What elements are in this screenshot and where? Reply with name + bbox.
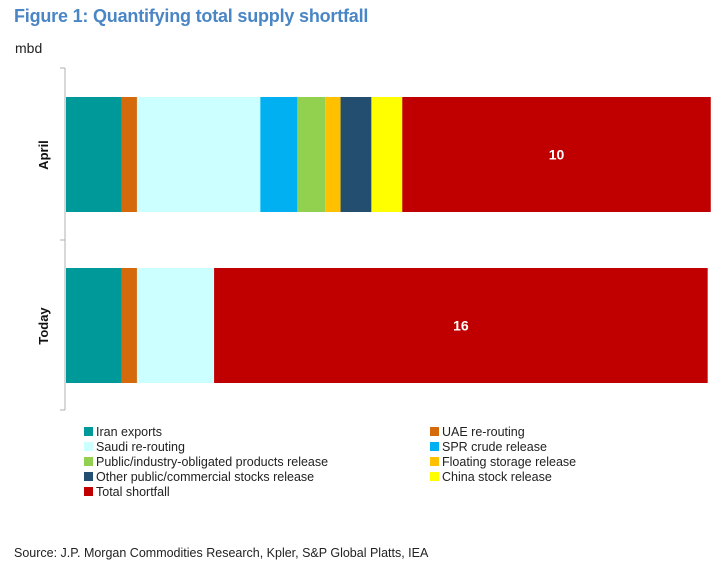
y-unit-label: mbd: [15, 40, 43, 56]
bar-april-uae-re-routing: [121, 97, 137, 212]
category-label-april: April: [36, 140, 51, 170]
legend-swatch: [84, 442, 93, 451]
legend-item: Saudi re-routing: [84, 440, 185, 454]
legend-item: China stock release: [430, 470, 552, 484]
bar-april-floating-storage-release: [325, 97, 341, 212]
bar-april-iran-exports: [66, 97, 122, 212]
legend-swatch: [430, 442, 439, 451]
bar-april-other-public-commercial-stocks-release: [340, 97, 372, 212]
legend-swatch: [84, 427, 93, 436]
legend-item: Floating storage release: [430, 455, 576, 469]
legend-label: Floating storage release: [442, 455, 577, 469]
source-note: Source: J.P. Morgan Commodities Research…: [14, 546, 429, 560]
data-label: 16: [453, 318, 469, 334]
bar-april-total-shortfall: [402, 97, 711, 212]
legend-item: SPR crude release: [430, 440, 547, 454]
legend-label: Saudi re-routing: [96, 440, 185, 454]
stacked-bar-chart: AprilToday101605101520: [36, 67, 711, 411]
legend-label: Total shortfall: [96, 485, 170, 499]
bar-april-saudi-re-routing: [136, 97, 261, 212]
bar-today-total-shortfall: [214, 268, 708, 383]
bar-april-spr-crude-release: [260, 97, 298, 212]
chart-title: Figure 1: Quantifying total supply short…: [14, 6, 369, 26]
data-label: 10: [549, 147, 565, 163]
legend-item: Public/industry-obligated products relea…: [84, 455, 328, 469]
bar-today-iran-exports: [66, 268, 122, 383]
legend-swatch: [430, 457, 439, 466]
legend-item: Total shortfall: [84, 485, 170, 499]
legend-label: UAE re-routing: [442, 425, 525, 439]
bar-today-uae-re-routing: [121, 268, 137, 383]
legend-item: UAE re-routing: [430, 425, 525, 439]
bar-april-public-industry-obligated-products-release: [297, 97, 326, 212]
legend-swatch: [84, 472, 93, 481]
legend-swatch: [430, 427, 439, 436]
legend-label: Public/industry-obligated products relea…: [96, 455, 329, 469]
legend-swatch: [84, 487, 93, 496]
legend-label: Iran exports: [96, 425, 163, 439]
legend-swatch: [430, 472, 439, 481]
bar-today-saudi-re-routing: [136, 268, 215, 383]
legend-swatch: [84, 457, 93, 466]
legend-item: Iran exports: [84, 425, 162, 439]
legend-label: Other public/commercial stocks release: [96, 470, 315, 484]
legend-label: China stock release: [442, 470, 552, 484]
legend-item: Other public/commercial stocks release: [84, 470, 314, 484]
legend-label: SPR crude release: [442, 440, 547, 454]
bar-april-china-stock-release: [371, 97, 403, 212]
category-label-today: Today: [36, 307, 51, 345]
